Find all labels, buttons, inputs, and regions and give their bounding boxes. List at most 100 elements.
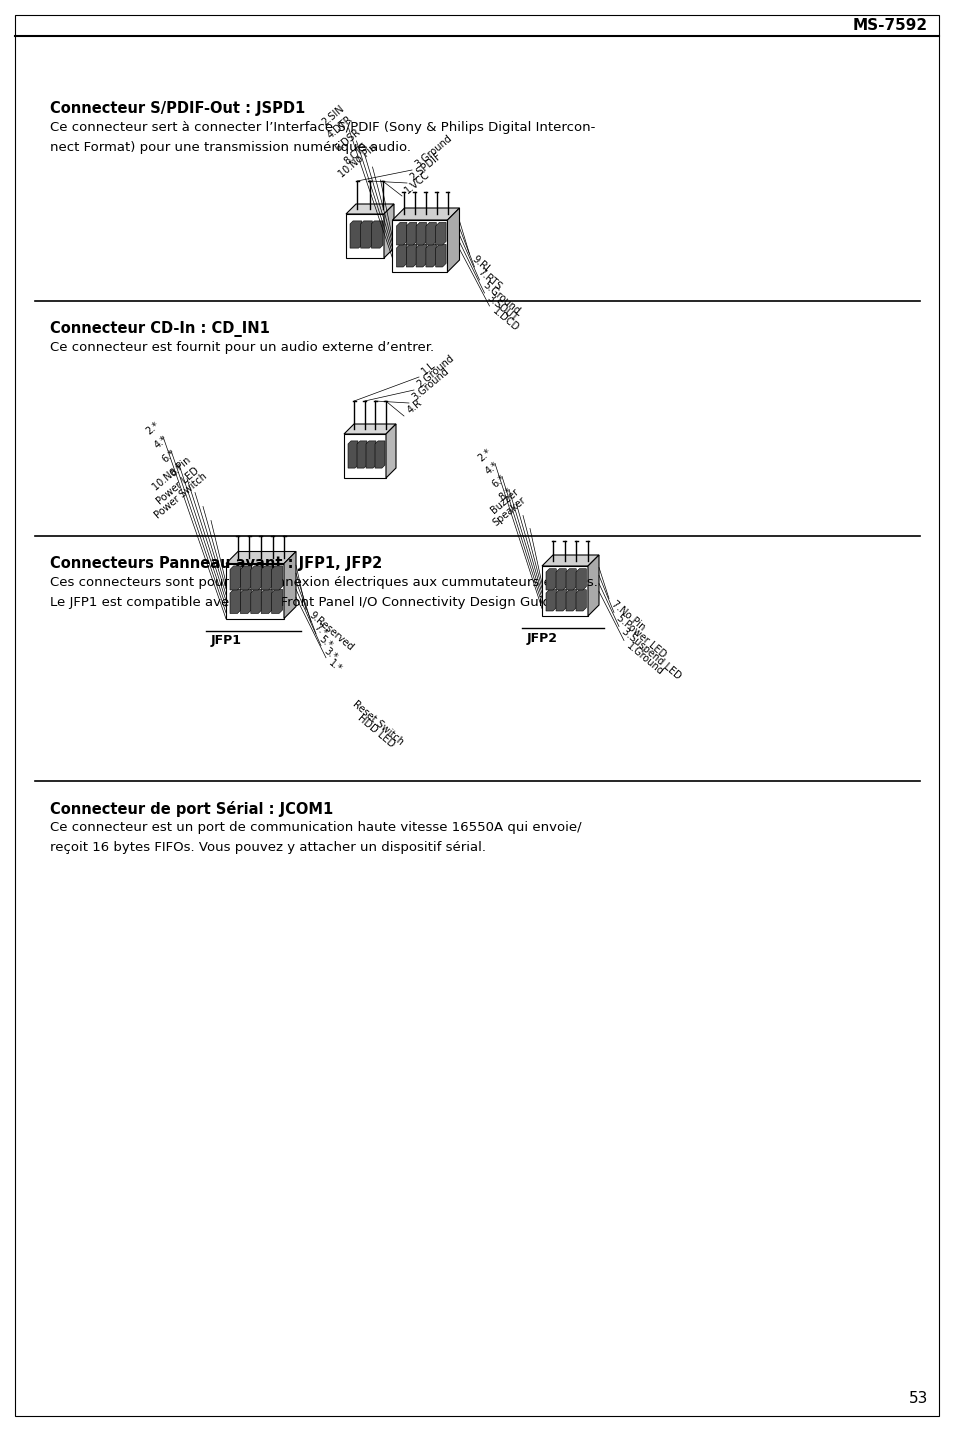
Polygon shape [396, 245, 407, 268]
Text: 1.Ground: 1.Ground [624, 641, 665, 677]
Polygon shape [251, 565, 261, 590]
Polygon shape [576, 568, 586, 590]
Polygon shape [436, 245, 446, 268]
Text: 8.*: 8.* [168, 462, 185, 478]
Text: 2.*: 2.* [476, 446, 493, 464]
Polygon shape [360, 220, 372, 248]
Text: Ce connecteur sert à connecter l’Interface S/PDIF (Sony & Philips Digital Interc: Ce connecteur sert à connecter l’Interfa… [50, 122, 595, 135]
Polygon shape [545, 590, 556, 611]
Text: reçoit 16 bytes FIFOs. Vous pouvez y attacher un dispositif sérial.: reçoit 16 bytes FIFOs. Vous pouvez y att… [50, 841, 485, 854]
Text: 8.*: 8.* [497, 487, 514, 502]
Text: 2.Ground: 2.Ground [415, 353, 456, 391]
Polygon shape [272, 590, 282, 614]
Text: 5.Ground: 5.Ground [480, 280, 521, 316]
Polygon shape [392, 207, 459, 220]
Text: 7.No Pin: 7.No Pin [609, 598, 647, 633]
Text: 3.SOUT: 3.SOUT [485, 293, 518, 323]
Polygon shape [425, 222, 436, 245]
Text: 53: 53 [907, 1391, 927, 1407]
Polygon shape [348, 441, 357, 468]
Text: 9.RI: 9.RI [470, 253, 491, 273]
Polygon shape [344, 434, 386, 478]
Text: 5.*: 5.* [316, 634, 334, 651]
Text: 1.VCC: 1.VCC [402, 169, 432, 196]
Text: 6.*: 6.* [160, 448, 177, 465]
Polygon shape [344, 424, 395, 434]
Polygon shape [240, 565, 252, 590]
Text: 1.DCD: 1.DCD [490, 306, 520, 333]
Text: 10.No Pin: 10.No Pin [336, 143, 378, 180]
Text: Ce connecteur est fournit pour un audio externe d’entrer.: Ce connecteur est fournit pour un audio … [50, 341, 434, 353]
Text: 6.DSR: 6.DSR [333, 127, 362, 155]
Polygon shape [541, 567, 587, 615]
Text: Reset Switch: Reset Switch [351, 698, 405, 747]
Text: HDD LED: HDD LED [355, 713, 396, 748]
Polygon shape [556, 568, 566, 590]
Text: 2.*: 2.* [144, 419, 161, 436]
Text: Ce connecteur est un port de communication haute vitesse 16550A qui envoie/: Ce connecteur est un port de communicati… [50, 821, 581, 834]
Text: Ces connecteurs sont pour des connexion électriques aux cummutateurs et LEDs.: Ces connecteurs sont pour des connexion … [50, 577, 598, 590]
Text: 9.Reserved: 9.Reserved [307, 610, 355, 653]
Polygon shape [576, 590, 586, 611]
Text: 1.*: 1.* [327, 658, 344, 674]
Polygon shape [261, 590, 272, 614]
Text: MS-7592: MS-7592 [852, 19, 927, 33]
Polygon shape [251, 590, 261, 614]
Polygon shape [541, 555, 598, 567]
Polygon shape [346, 215, 384, 258]
Polygon shape [587, 555, 598, 615]
Polygon shape [356, 441, 367, 468]
Text: Power Switch: Power Switch [152, 471, 209, 521]
Polygon shape [436, 222, 446, 245]
Polygon shape [384, 205, 394, 258]
Text: 8.CTS: 8.CTS [342, 142, 370, 167]
Text: 4.*: 4.* [482, 459, 499, 477]
Polygon shape [346, 205, 394, 215]
Polygon shape [350, 220, 361, 248]
Text: 10.No Pin: 10.No Pin [151, 455, 193, 492]
Text: nect Format) pour une transmission numérique audio.: nect Format) pour une transmission numér… [50, 142, 411, 155]
Text: JFP2: JFP2 [526, 633, 558, 645]
Polygon shape [565, 568, 576, 590]
Polygon shape [425, 245, 436, 268]
Text: Connecteur CD-In : CD_IN1: Connecteur CD-In : CD_IN1 [50, 321, 270, 336]
Polygon shape [416, 222, 426, 245]
Text: 5.Power LED: 5.Power LED [615, 612, 667, 660]
Text: 3.*: 3.* [322, 645, 338, 663]
Text: 7.RTS: 7.RTS [475, 268, 502, 292]
Text: 2.SPDIF: 2.SPDIF [408, 152, 443, 183]
Text: 2.SIN: 2.SIN [320, 104, 346, 127]
Text: 4.R: 4.R [405, 398, 423, 416]
Text: JFP1: JFP1 [211, 634, 242, 647]
Text: Buzzer: Buzzer [489, 487, 520, 515]
Polygon shape [396, 222, 407, 245]
Text: 3.Ground: 3.Ground [413, 133, 454, 170]
Polygon shape [226, 564, 284, 618]
Text: 4.*: 4.* [152, 434, 169, 451]
Polygon shape [240, 590, 252, 614]
Text: Connecteur de port Sérial : JCOM1: Connecteur de port Sérial : JCOM1 [50, 801, 333, 817]
Polygon shape [261, 565, 272, 590]
Polygon shape [230, 590, 241, 614]
Polygon shape [371, 220, 382, 248]
Text: Le JFP1 est compatible ave Intel® Front Panel I/O Connectivity Design Guide.: Le JFP1 est compatible ave Intel® Front … [50, 595, 563, 610]
Text: Power LED: Power LED [154, 465, 201, 507]
Polygon shape [392, 220, 447, 272]
Polygon shape [406, 245, 416, 268]
Polygon shape [406, 222, 416, 245]
Polygon shape [375, 441, 385, 468]
Polygon shape [284, 551, 295, 618]
Polygon shape [230, 565, 241, 590]
Text: Connecteurs Panneau avant : JFP1, JFP2: Connecteurs Panneau avant : JFP1, JFP2 [50, 557, 382, 571]
Text: Speaker: Speaker [491, 495, 527, 528]
Text: Connecteur S/PDIF-Out : JSPD1: Connecteur S/PDIF-Out : JSPD1 [50, 102, 305, 116]
Polygon shape [416, 245, 426, 268]
Polygon shape [556, 590, 566, 611]
Text: 4.DTR: 4.DTR [325, 114, 355, 142]
Polygon shape [366, 441, 375, 468]
Text: 3.Ground: 3.Ground [410, 366, 451, 404]
Text: 7.*: 7.* [312, 621, 329, 638]
Text: 1.L: 1.L [419, 361, 437, 376]
Text: 3.Suspend LED: 3.Suspend LED [619, 627, 682, 681]
Polygon shape [272, 565, 282, 590]
